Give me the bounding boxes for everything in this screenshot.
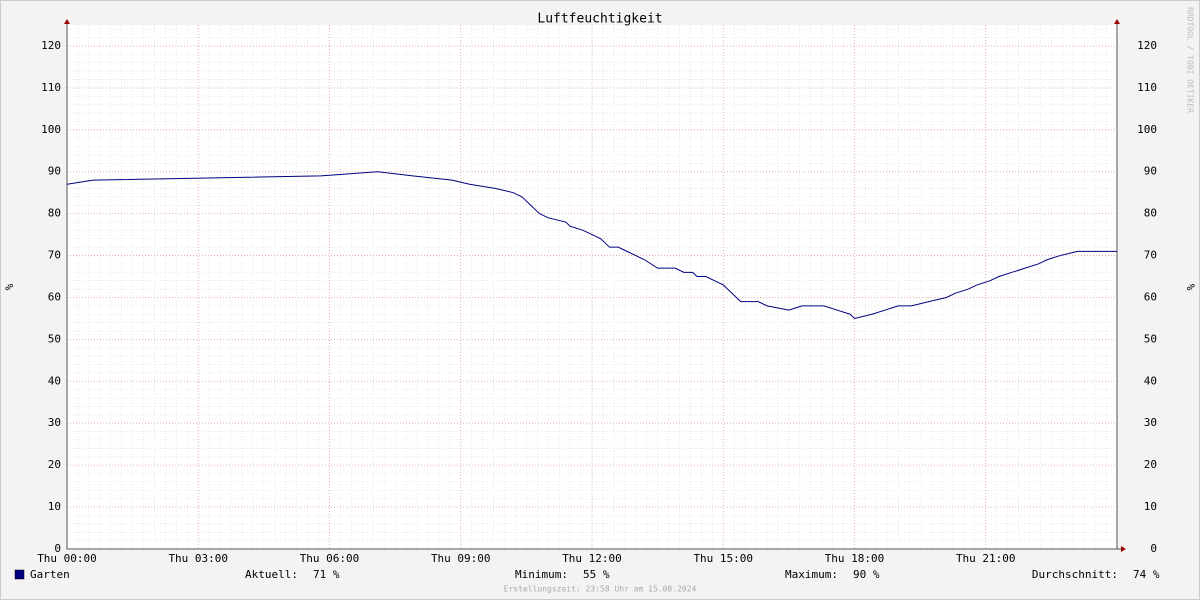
y-tick-label: 120 bbox=[41, 39, 61, 52]
stat-label: Durchschnitt: bbox=[1032, 568, 1118, 581]
stat-label: Maximum: bbox=[785, 568, 838, 581]
stat-value: 71 % bbox=[313, 568, 340, 581]
data-line bbox=[66, 171, 1117, 319]
axis-arrow bbox=[64, 19, 70, 24]
y2-tick-label: 0 bbox=[1150, 542, 1157, 555]
axis-arrow bbox=[1114, 19, 1120, 24]
y-axis-label: % bbox=[3, 283, 16, 290]
y-tick-label: 40 bbox=[48, 374, 61, 387]
x-tick-label: Thu 09:00 bbox=[431, 552, 491, 565]
x-tick-label: Thu 03:00 bbox=[168, 552, 228, 565]
y2-tick-label: 70 bbox=[1144, 249, 1157, 262]
y2-tick-label: 90 bbox=[1144, 165, 1157, 178]
footer: Erstellungszeit: 23:58 Uhr am 15.08.2024 bbox=[504, 585, 697, 594]
x-tick-label: Thu 18:00 bbox=[825, 552, 885, 565]
y-tick-label: 90 bbox=[48, 165, 61, 178]
axis-arrow bbox=[1121, 546, 1126, 552]
chart-title: Luftfeuchtigkeit bbox=[537, 12, 662, 27]
x-tick-label: Thu 06:00 bbox=[300, 552, 360, 565]
y2-tick-label: 10 bbox=[1144, 500, 1157, 513]
stat-value: 90 % bbox=[853, 568, 880, 581]
stat-label: Minimum: bbox=[515, 568, 568, 581]
legend-swatch bbox=[14, 569, 25, 580]
y2-tick-label: 110 bbox=[1137, 81, 1157, 94]
stat-value: 74 % bbox=[1133, 568, 1160, 581]
y2-tick-label: 20 bbox=[1144, 458, 1157, 471]
x-tick-label: Thu 21:00 bbox=[956, 552, 1016, 565]
x-tick-label: Thu 00:00 bbox=[37, 552, 97, 565]
y-tick-label: 80 bbox=[48, 207, 61, 220]
y2-axis-label: % bbox=[1184, 284, 1197, 291]
y-tick-label: 60 bbox=[48, 290, 61, 303]
y2-tick-label: 120 bbox=[1137, 39, 1157, 52]
y-tick-label: 100 bbox=[41, 123, 61, 136]
y-tick-label: 10 bbox=[48, 500, 61, 513]
y2-tick-label: 100 bbox=[1137, 123, 1157, 136]
y-tick-label: 30 bbox=[48, 416, 61, 429]
y-tick-label: 70 bbox=[48, 249, 61, 262]
y2-tick-label: 60 bbox=[1144, 290, 1157, 303]
y2-tick-label: 30 bbox=[1144, 416, 1157, 429]
y-tick-label: 50 bbox=[48, 332, 61, 345]
stat-value: 55 % bbox=[583, 568, 610, 581]
y2-tick-label: 80 bbox=[1144, 207, 1157, 220]
y2-tick-label: 50 bbox=[1144, 332, 1157, 345]
y-tick-label: 110 bbox=[41, 81, 61, 94]
y2-tick-label: 40 bbox=[1144, 374, 1157, 387]
x-tick-label: Thu 12:00 bbox=[562, 552, 622, 565]
stat-label: Aktuell: bbox=[245, 568, 298, 581]
y-tick-label: 0 bbox=[54, 542, 61, 555]
legend-label: Garten bbox=[30, 568, 70, 581]
y-tick-label: 20 bbox=[48, 458, 61, 471]
x-tick-label: Thu 15:00 bbox=[693, 552, 753, 565]
watermark: RRDTOOL / TOBI OETIKER bbox=[1186, 7, 1195, 113]
